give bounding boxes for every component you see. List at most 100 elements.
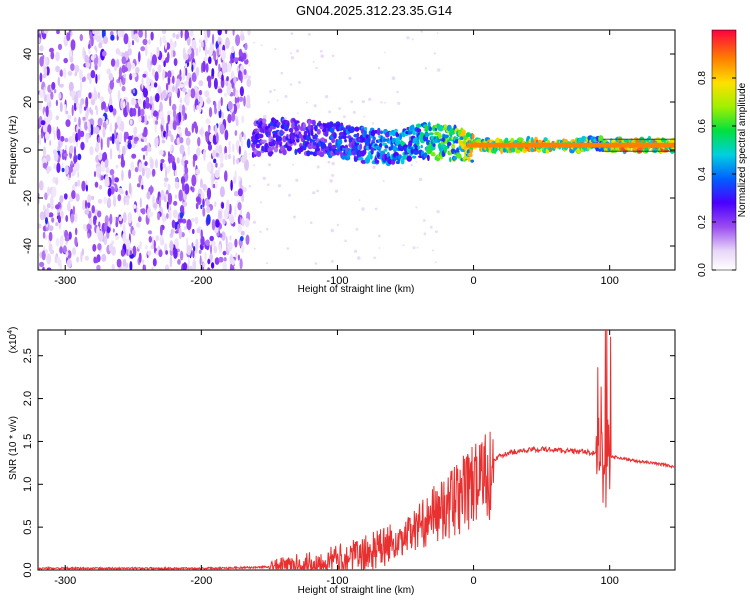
noise-mark bbox=[140, 46, 146, 52]
noise-mark bbox=[84, 54, 89, 64]
signal-mark bbox=[369, 154, 373, 160]
noise-mark bbox=[94, 45, 97, 50]
noise-mark bbox=[93, 86, 96, 98]
noise-mark bbox=[166, 110, 172, 115]
noise-mark bbox=[253, 41, 256, 44]
noise-mark bbox=[234, 238, 238, 248]
noise-mark bbox=[129, 250, 132, 256]
noise-mark bbox=[172, 42, 176, 48]
noise-mark bbox=[97, 210, 102, 218]
noise-mark bbox=[192, 228, 195, 235]
noise-mark bbox=[215, 219, 220, 228]
noise-mark bbox=[60, 69, 63, 77]
noise-mark bbox=[95, 258, 99, 264]
noise-mark bbox=[121, 266, 126, 270]
signal-mark bbox=[349, 126, 355, 133]
noise-mark bbox=[148, 236, 152, 243]
noise-mark bbox=[230, 179, 233, 191]
noise-mark bbox=[82, 199, 86, 211]
noise-mark bbox=[97, 91, 101, 99]
noise-mark bbox=[39, 56, 44, 67]
noise-mark bbox=[231, 112, 236, 122]
noise-mark bbox=[67, 250, 72, 259]
noise-mark bbox=[185, 137, 191, 146]
noise-mark bbox=[206, 99, 211, 104]
noise-mark bbox=[363, 115, 366, 118]
noise-mark bbox=[165, 193, 169, 201]
noise-mark bbox=[136, 205, 139, 214]
noise-mark bbox=[200, 229, 203, 240]
signal-mark bbox=[454, 139, 460, 144]
noise-mark bbox=[109, 93, 112, 104]
noise-mark bbox=[233, 57, 239, 63]
top-y-axis: -40 -20 0 20 40 bbox=[22, 48, 675, 254]
noise-mark bbox=[195, 196, 201, 203]
noise-mark bbox=[316, 189, 319, 193]
noise-mark bbox=[181, 104, 186, 117]
noise-mark bbox=[169, 96, 172, 107]
noise-mark bbox=[151, 235, 154, 248]
signal-mark bbox=[319, 125, 324, 130]
noise-mark bbox=[77, 153, 82, 161]
noise-mark bbox=[91, 195, 95, 201]
noise-mark bbox=[221, 231, 226, 241]
noise-mark bbox=[129, 119, 133, 125]
signal-mark bbox=[356, 132, 360, 137]
noise-mark bbox=[170, 228, 174, 236]
noise-mark bbox=[122, 212, 127, 224]
noise-mark bbox=[120, 248, 125, 257]
noise-mark bbox=[116, 58, 120, 68]
noise-mark bbox=[93, 35, 97, 40]
noise-mark bbox=[209, 235, 214, 242]
signal-mark bbox=[420, 144, 423, 149]
noise-mark bbox=[83, 106, 87, 111]
noise-mark bbox=[97, 243, 102, 251]
noise-mark bbox=[239, 208, 242, 216]
noise-mark bbox=[130, 161, 135, 172]
noise-mark bbox=[42, 204, 46, 212]
noise-mark bbox=[173, 248, 178, 259]
noise-mark bbox=[111, 133, 115, 145]
noise-mark bbox=[179, 137, 184, 144]
noise-mark bbox=[81, 77, 85, 83]
noise-mark bbox=[109, 213, 113, 225]
noise-mark bbox=[221, 49, 226, 61]
noise-mark bbox=[48, 231, 53, 242]
signal-mark bbox=[310, 129, 314, 137]
noise-mark bbox=[183, 225, 188, 231]
noise-mark bbox=[87, 43, 91, 50]
noise-mark bbox=[41, 250, 46, 261]
noise-mark bbox=[177, 128, 182, 135]
noise-mark bbox=[192, 154, 198, 161]
noise-mark bbox=[90, 55, 95, 61]
noise-mark bbox=[94, 126, 100, 135]
signal-mark bbox=[543, 137, 548, 142]
signal-mark bbox=[275, 144, 279, 149]
noise-mark bbox=[125, 190, 128, 196]
noise-mark bbox=[211, 68, 215, 77]
noise-mark bbox=[361, 207, 365, 211]
noise-mark bbox=[120, 158, 126, 168]
noise-mark bbox=[384, 102, 386, 104]
noise-mark bbox=[237, 202, 242, 211]
noise-mark bbox=[280, 71, 284, 75]
noise-mark bbox=[210, 240, 216, 247]
signal-mark bbox=[430, 152, 436, 157]
noise-mark bbox=[144, 30, 147, 40]
noise-mark bbox=[179, 211, 184, 219]
noise-mark bbox=[243, 187, 247, 193]
noise-mark bbox=[40, 120, 46, 126]
noise-mark bbox=[313, 132, 315, 134]
noise-mark bbox=[374, 207, 378, 211]
noise-mark bbox=[93, 215, 97, 222]
noise-mark bbox=[138, 51, 141, 63]
noise-mark bbox=[145, 168, 150, 179]
noise-mark bbox=[91, 205, 95, 214]
signal-mark bbox=[289, 127, 294, 133]
noise-mark bbox=[71, 104, 74, 117]
signal-mark bbox=[280, 131, 285, 135]
noise-mark bbox=[215, 145, 219, 153]
noise-mark bbox=[86, 72, 91, 80]
noise-mark bbox=[171, 75, 175, 85]
noise-mark bbox=[371, 122, 375, 125]
